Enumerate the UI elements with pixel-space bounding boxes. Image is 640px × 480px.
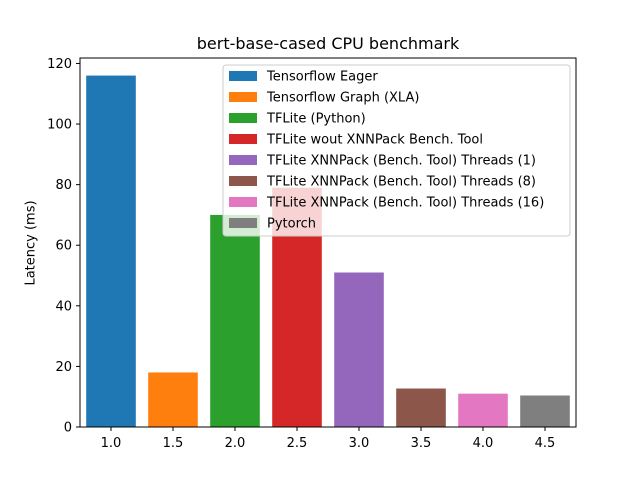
y-tick-label: 120 — [47, 57, 72, 72]
y-tick-group: 0 20 40 60 80 100 120 — [47, 57, 80, 436]
axes-frame — [79, 57, 577, 428]
y-tick-label: 60 — [55, 239, 72, 254]
x-tick-label: 4.0 — [473, 436, 494, 451]
bar-1 — [86, 75, 136, 427]
x-tick-label: 2.5 — [287, 436, 308, 451]
y-tick-label: 20 — [55, 360, 72, 375]
legend-swatch-8 — [229, 218, 257, 228]
legend-label-8: Pytorch — [267, 217, 316, 232]
x-tick-label: 3.0 — [349, 436, 370, 451]
legend-box — [222, 64, 571, 237]
legend-label-2: Tensorflow Graph (XLA) — [266, 91, 419, 106]
legend: Tensorflow Eager Tensorflow Graph (XLA) TF… — [222, 64, 571, 237]
bar-5 — [334, 272, 384, 427]
legend-swatch-7 — [229, 197, 257, 207]
x-tick-label: 1.5 — [163, 436, 184, 451]
legend-label-1: Tensorflow Eager — [266, 70, 378, 85]
y-tick-label: 80 — [55, 178, 72, 193]
legend-swatch-4 — [229, 134, 257, 144]
x-tick-group: 1.0 1.5 2.0 2.5 3.0 3.5 4.0 4.5 — [101, 427, 556, 451]
axes-spines — [79, 57, 577, 428]
bar-7 — [458, 393, 508, 427]
x-tick-label: 2.0 — [225, 436, 246, 451]
x-tick-label: 3.5 — [411, 436, 432, 451]
bar-2 — [148, 372, 198, 427]
y-tick-label: 40 — [55, 299, 72, 314]
chart-title: bert-base-cased CPU benchmark — [197, 34, 460, 53]
legend-label-3: TFLite (Python) — [266, 112, 366, 127]
bar-6 — [396, 388, 446, 427]
x-tick-label: 1.0 — [101, 436, 122, 451]
bar-8 — [520, 395, 570, 427]
y-tick-label: 100 — [47, 118, 72, 133]
legend-label-5: TFLite XNNPack (Bench. Tool) Threads (1) — [266, 154, 536, 169]
legend-swatch-2 — [229, 92, 257, 102]
x-tick-label: 4.5 — [535, 436, 556, 451]
legend-swatch-5 — [229, 155, 257, 165]
bar-group — [86, 75, 570, 427]
legend-label-7: TFLite XNNPack (Bench. Tool) Threads (16… — [266, 196, 544, 211]
legend-label-6: TFLite XNNPack (Bench. Tool) Threads (8) — [266, 175, 536, 190]
y-tick-label: 0 — [64, 421, 72, 436]
y-axis-label: Latency (ms) — [24, 200, 39, 285]
legend-swatch-6 — [229, 176, 257, 186]
legend-swatch-1 — [229, 71, 257, 81]
legend-swatch-3 — [229, 113, 257, 123]
legend-label-4: TFLite wout XNNPack Bench. Tool — [266, 133, 483, 148]
bar-3 — [210, 214, 260, 427]
